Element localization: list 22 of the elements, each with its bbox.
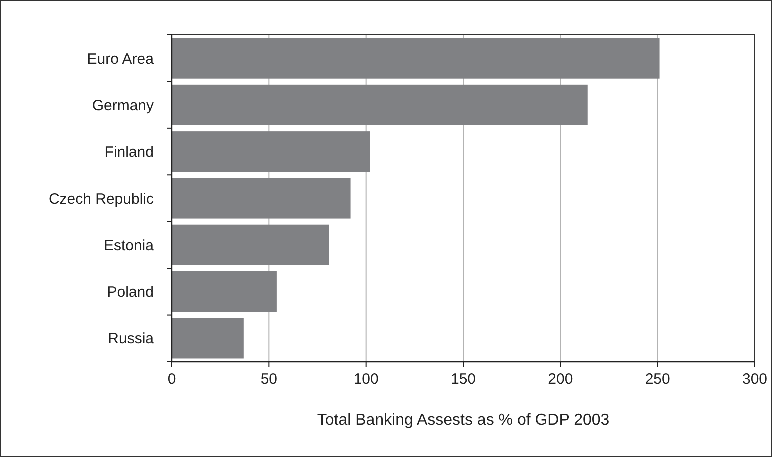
- x-tick-label: 0: [168, 371, 176, 388]
- bar: [172, 318, 244, 359]
- y-tick-label: Finland: [104, 144, 154, 162]
- y-tick-label: Euro Area: [87, 50, 155, 68]
- x-tick-label: 100: [354, 371, 379, 388]
- y-tick-label: Czech Republic: [48, 190, 154, 208]
- bar: [172, 178, 351, 219]
- x-tick-label: 250: [645, 371, 670, 388]
- y-tick-label: Germany: [92, 97, 154, 114]
- bar: [172, 84, 588, 126]
- bar: [172, 38, 660, 79]
- bar: [172, 132, 370, 172]
- x-tick-label: 50: [260, 371, 278, 388]
- bar: [172, 272, 277, 312]
- y-tick-label: Russia: [108, 330, 155, 348]
- x-tick-label: 150: [450, 371, 476, 388]
- y-tick-label: Poland: [107, 284, 154, 302]
- x-axis-title: Total Banking Assests as % of GDP 2003: [317, 412, 610, 429]
- x-tick-label: 300: [742, 371, 768, 388]
- y-tick-label: Estonia: [104, 237, 155, 254]
- bar: [172, 224, 330, 266]
- x-tick-label: 200: [548, 371, 574, 388]
